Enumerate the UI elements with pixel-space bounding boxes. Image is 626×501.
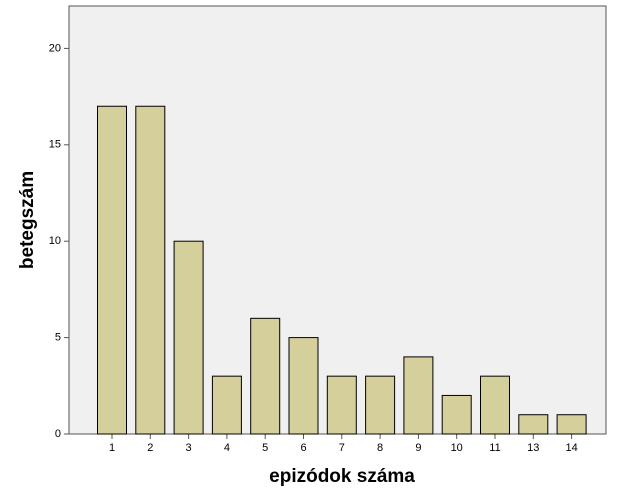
bar [365,375,396,435]
bar [135,105,166,435]
bar [518,414,549,435]
x-tick-label: 5 [262,442,268,454]
y-axis-title: betegszám [17,171,38,269]
x-tick-label: 9 [415,442,421,454]
x-tick-label: 1 [109,442,115,454]
x-tick-label: 3 [186,442,192,454]
x-tick-label: 11 [489,442,500,454]
x-tick-label: 7 [339,442,345,454]
bar [97,105,127,435]
x-tick-label: 6 [300,442,306,454]
bar [480,375,510,435]
y-tick-label: 0 [55,428,61,440]
x-tick-label: 14 [565,442,577,454]
x-tick-label: 13 [527,442,539,454]
bar [326,375,357,435]
x-tick-label: 10 [451,442,463,454]
bar [211,375,242,435]
y-tick-label: 5 [55,332,61,344]
x-tick-label: 2 [147,442,153,454]
bar [441,394,472,435]
bar [173,240,204,435]
bar [250,317,281,435]
bar [556,414,587,435]
y-tick-label: 15 [49,139,61,151]
x-axis-title: epizódok száma [269,466,415,487]
bar [403,356,434,435]
bar [288,337,319,435]
x-tick-label: 4 [224,442,230,454]
x-tick-label: 8 [377,442,383,454]
y-tick-label: 20 [49,42,61,54]
y-tick-label: 10 [49,235,61,247]
